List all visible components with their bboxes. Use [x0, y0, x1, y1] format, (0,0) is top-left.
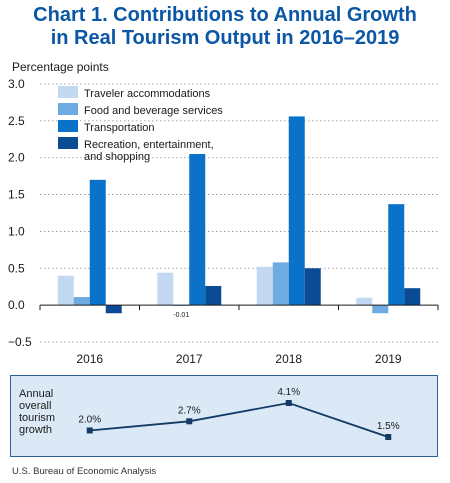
bar-transport — [89, 179, 106, 306]
y-tick-label: −0.5 — [8, 335, 32, 349]
legend-swatch-transport — [58, 120, 78, 132]
legend-swatch-traveler — [58, 86, 78, 98]
chart-title-line-2: in Real Tourism Output in 2016–2019 — [50, 27, 400, 49]
bar-traveler — [256, 266, 273, 306]
legend-label: Food and beverage services — [84, 105, 223, 117]
bar-recreation — [205, 285, 222, 306]
growth-value-label: 2.0% — [78, 414, 101, 425]
growth-marker — [86, 427, 93, 434]
growth-line — [89, 402, 389, 438]
y-tick-label: 3.0 — [8, 77, 25, 91]
x-tick-label: 2018 — [275, 352, 302, 366]
x-tick-label: 2016 — [76, 352, 103, 366]
growth-label: overall — [19, 400, 51, 412]
chart-title-line-1: Chart 1. Contributions to Annual Growth — [33, 4, 417, 26]
growth-value-label: 2.7% — [178, 405, 201, 416]
chart-title: Chart 1. Contributions to Annual Growth … — [0, 4, 450, 50]
growth-label: growth — [19, 424, 52, 436]
growth-value-label: 1.5% — [377, 421, 400, 432]
source-note: U.S. Bureau of Economic Analysis — [12, 466, 157, 477]
x-tick-label: 2017 — [176, 352, 203, 366]
growth-label: Annual — [19, 388, 53, 400]
bar-recreation — [404, 288, 421, 306]
bar-recreation — [105, 305, 122, 314]
bar-recreation — [304, 268, 321, 306]
bar-food — [372, 305, 389, 314]
bar-food — [73, 297, 90, 306]
y-tick-label: 1.5 — [8, 188, 25, 202]
legend-label: Traveler accommodations — [84, 88, 211, 100]
legend-swatch-food — [58, 103, 78, 115]
bar-traveler — [356, 297, 373, 306]
legend-label: Recreation, entertainment, and shopping — [84, 139, 214, 163]
x-tick-label: 2019 — [375, 352, 402, 366]
bar-traveler — [57, 275, 74, 306]
bar-annotation: -0.01 — [173, 312, 189, 319]
bar-food — [272, 262, 289, 306]
bar-traveler — [157, 272, 174, 306]
y-tick-label: 2.5 — [8, 114, 25, 128]
growth-marker — [385, 434, 392, 440]
bar-transport — [388, 204, 405, 306]
bar-transport — [288, 116, 305, 306]
growth-label: tourism — [19, 412, 55, 424]
y-tick-label: 0.5 — [8, 261, 25, 275]
y-axis-label: Percentage points — [12, 60, 109, 74]
growth-value-label: 4.1% — [277, 387, 300, 398]
bar-transport — [189, 154, 206, 306]
y-tick-label: 0.0 — [8, 298, 25, 312]
growth-marker — [186, 418, 193, 425]
growth-marker — [285, 400, 292, 406]
y-tick-label: 1.0 — [8, 224, 25, 238]
legend-label: Transportation — [84, 122, 155, 134]
legend-swatch-recreation — [58, 137, 78, 149]
y-tick-label: 2.0 — [8, 151, 25, 165]
growth-panel — [10, 375, 438, 457]
